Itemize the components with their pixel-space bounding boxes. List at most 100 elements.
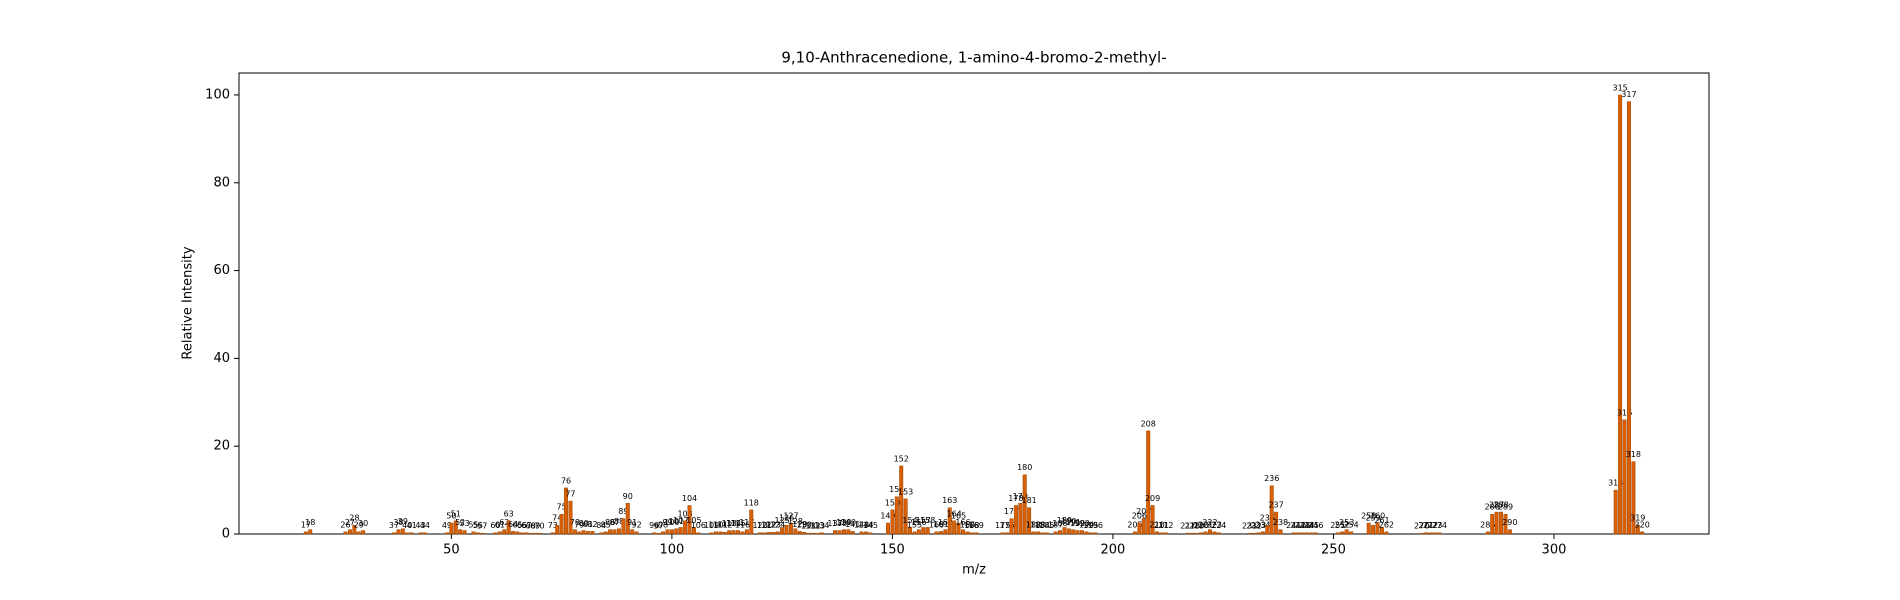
peak-bar xyxy=(612,529,617,535)
peak-label: 133 xyxy=(810,522,825,531)
y-tick-label: 60 xyxy=(213,263,230,278)
peak-bar xyxy=(506,520,511,535)
peak-label: 69 xyxy=(530,522,540,531)
peak-label: 61 xyxy=(495,520,505,529)
peak-label: 140 xyxy=(841,518,856,527)
peak-bar xyxy=(1252,532,1257,535)
peak-label: 30 xyxy=(358,519,368,528)
peak-bar xyxy=(524,532,529,535)
peak-bar xyxy=(550,532,555,535)
peak-bar xyxy=(449,522,454,535)
peak-bar xyxy=(1075,530,1080,535)
peak-bar xyxy=(762,532,767,535)
peak-bar xyxy=(564,487,568,535)
peak-bar xyxy=(1490,514,1495,535)
peak-bar xyxy=(714,531,718,535)
peak-bar xyxy=(1626,101,1631,535)
peak-bar xyxy=(1000,532,1005,535)
peak-label: 272 xyxy=(1423,521,1438,530)
peak-label: 223 xyxy=(1207,520,1222,529)
x-tick-label: 200 xyxy=(1101,543,1126,558)
peak-bar xyxy=(789,522,793,535)
peak-bar xyxy=(740,531,745,535)
peak-label: 315 xyxy=(1612,83,1627,92)
peak-label: 259 xyxy=(1366,514,1381,523)
peak-bar xyxy=(1613,489,1618,535)
peak-label: 169 xyxy=(969,521,984,530)
peak-label: 273 xyxy=(1427,521,1442,530)
peak-label: 117 xyxy=(739,518,754,527)
peak-bar xyxy=(577,531,582,535)
peak-bar xyxy=(1040,532,1045,535)
peak-label: 138 xyxy=(832,519,847,528)
peak-label: 86 xyxy=(605,518,615,527)
peak-label: 53 xyxy=(460,519,470,528)
peak-label: 39 xyxy=(398,517,408,526)
peak-label: 123 xyxy=(766,521,781,530)
peak-label: 143 xyxy=(854,520,869,529)
peak-bar xyxy=(396,529,401,535)
peak-bar xyxy=(1185,532,1190,535)
peak-label: 41 xyxy=(407,521,417,530)
peak-bar xyxy=(696,532,701,535)
peak-label: 224 xyxy=(1211,521,1226,530)
peak-bar xyxy=(1071,529,1076,535)
peak-bar xyxy=(1066,528,1071,535)
peak-label: 114 xyxy=(726,519,741,528)
peak-bar xyxy=(1309,532,1314,535)
plot-frame xyxy=(238,72,1710,535)
peak-bar xyxy=(1013,505,1018,535)
peak-bar xyxy=(744,529,749,535)
peak-bar xyxy=(1093,532,1098,535)
peak-bar xyxy=(1631,461,1636,535)
peak-bar xyxy=(1432,532,1437,535)
peak-label: 124 xyxy=(770,520,785,529)
peak-bar xyxy=(947,507,952,535)
peak-label: 113 xyxy=(722,519,737,528)
peak-bar xyxy=(886,522,890,535)
peak-label: 66 xyxy=(517,521,527,530)
peak-label: 320 xyxy=(1635,520,1650,529)
peak-bar xyxy=(652,532,657,535)
peak-label: 181 xyxy=(1021,496,1036,505)
peak-label: 189 xyxy=(1057,516,1072,525)
peak-label: 178 xyxy=(1008,494,1023,503)
peak-bar xyxy=(718,531,723,535)
peak-label: 233 xyxy=(1251,521,1266,530)
peak-bar xyxy=(453,520,458,535)
peak-label: 161 xyxy=(933,520,948,529)
peak-label: 183 xyxy=(1030,520,1045,529)
peak-label: 260 xyxy=(1370,512,1385,521)
peak-bar xyxy=(784,525,789,535)
peak-label: 253 xyxy=(1339,518,1354,527)
peak-label: 144 xyxy=(858,520,873,529)
peak-label: 82 xyxy=(587,520,597,529)
peak-bar xyxy=(1335,532,1340,535)
peak-label: 218 xyxy=(1185,522,1200,531)
peak-label: 165 xyxy=(951,512,966,521)
peak-bar xyxy=(766,532,771,535)
peak-bar xyxy=(1344,529,1349,535)
peak-label: 118 xyxy=(744,498,759,507)
peak-label: 64 xyxy=(508,520,518,529)
peak-bar xyxy=(1207,529,1212,535)
peak-bar xyxy=(1080,530,1085,535)
peak-label: 154 xyxy=(902,516,917,525)
peak-bar xyxy=(603,531,608,535)
peak-bar xyxy=(361,530,366,535)
peak-bar xyxy=(1005,532,1010,535)
peak-label: 56 xyxy=(473,521,483,530)
peak-label: 242 xyxy=(1291,521,1306,530)
peak-label: 182 xyxy=(1026,520,1041,529)
peak-bar xyxy=(621,518,626,535)
peak-label: 164 xyxy=(947,509,962,518)
peak-label: 80 xyxy=(579,519,589,528)
peak-label: 130 xyxy=(797,521,812,530)
peak-bar xyxy=(683,520,688,535)
peak-label: 160 xyxy=(929,520,944,529)
peak-label: 40 xyxy=(402,521,412,530)
peak-bar xyxy=(1018,503,1023,535)
peak-bar xyxy=(1375,522,1380,535)
peak-label: 101 xyxy=(669,517,684,526)
peak-label: 91 xyxy=(627,518,637,527)
